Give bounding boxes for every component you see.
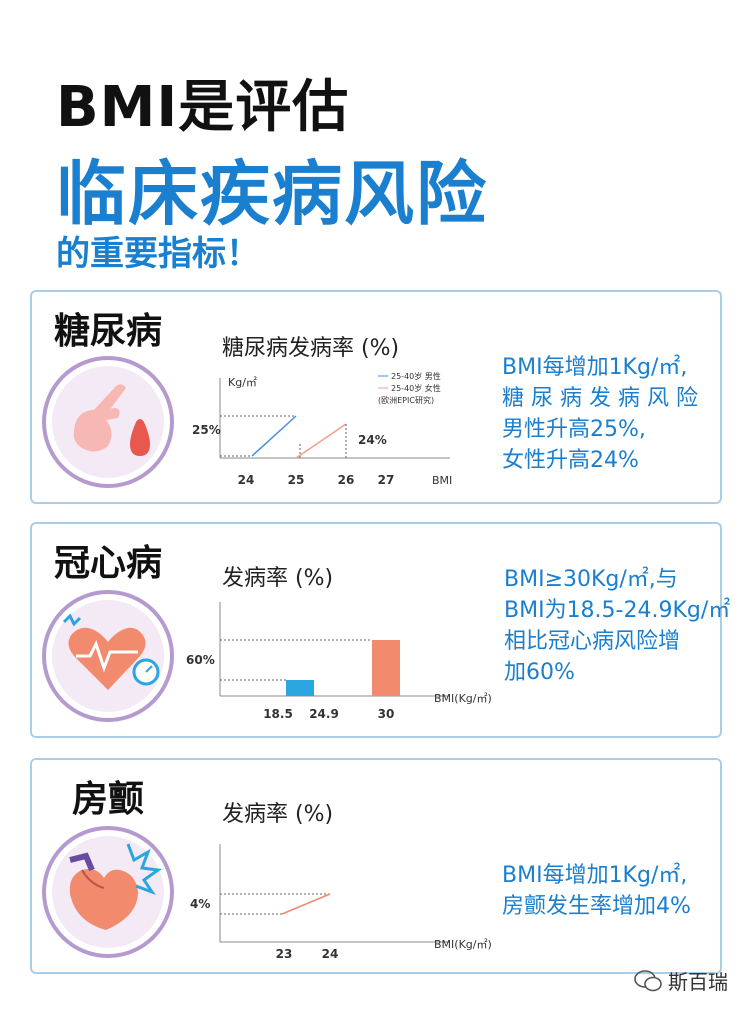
- legend-source: (欧洲EPIC研究): [378, 395, 434, 405]
- series-male-line: [251, 415, 297, 457]
- series-af-line: [281, 893, 331, 915]
- heart-shock-icon: [42, 826, 174, 958]
- wechat-icon: [634, 969, 662, 991]
- diabetes-card: 糖尿病 糖尿病发病率 (%) Kg/㎡ BMI 25% 24% 24 25 26…: [30, 290, 722, 504]
- annotation-60: 60%: [186, 653, 215, 667]
- card-title: 冠心病: [54, 543, 163, 584]
- diabetes-chart: Kg/㎡ BMI 25% 24% 24 25 26 27 25-40岁 男性 2…: [192, 372, 452, 487]
- desc-line: 女性升高24%: [502, 448, 639, 473]
- x-tick-label: 27: [378, 473, 395, 487]
- y-axis-label: Kg/㎡: [228, 376, 257, 389]
- series-female-line: [295, 423, 347, 459]
- legend-female: 25-40岁 女性: [391, 383, 441, 393]
- desc-line: 相比冠心病风险增: [504, 629, 681, 654]
- annotation-4: 4%: [190, 897, 210, 911]
- x-axis-label: BMI(Kg/㎡): [434, 692, 492, 705]
- title-line-2: 临床疾病风险: [56, 153, 488, 235]
- x-tick-label: 26: [338, 473, 355, 487]
- finger-blood-drop-icon: [42, 356, 174, 488]
- x-tick-label: 24.9: [309, 707, 339, 721]
- card-title: 房颤: [72, 779, 145, 820]
- desc-line: BMI每增加1Kg/㎡,: [502, 355, 688, 380]
- title-line-3: 的重要指标！: [56, 234, 260, 274]
- desc-line: BMI为18.5-24.9Kg/㎡: [504, 598, 731, 623]
- x-tick-label: 18.5: [263, 707, 293, 721]
- desc-line: 男性升高25%,: [502, 417, 646, 442]
- watermark-text: 斯百瑞: [668, 970, 728, 994]
- x-axis-label: BMI: [432, 474, 452, 487]
- annotation-24: 24%: [358, 433, 387, 447]
- diabetes-description: BMI每增加1Kg/㎡, 糖 尿 病 发 病 风 险 男性升高25%, 女性升高…: [502, 352, 698, 476]
- x-tick-label: 30: [378, 707, 395, 721]
- chart-title: 发病率 (%): [222, 566, 334, 591]
- coronary-card: 冠心病 发病率 (%) 60% BMI(Kg/㎡) 18.5 24.9 30 B…: [30, 522, 730, 738]
- coronary-chart: 60% BMI(Kg/㎡) 18.5 24.9 30: [186, 602, 492, 721]
- annotation-25: 25%: [192, 423, 221, 437]
- heart-monitor-icon: [42, 590, 174, 722]
- card-title: 糖尿病: [54, 311, 163, 352]
- chart-title: 发病率 (%): [222, 802, 334, 827]
- legend-male: 25-40岁 男性: [391, 372, 441, 381]
- x-axis-label: BMI(Kg/㎡): [434, 938, 492, 951]
- chart-title: 糖尿病发病率 (%): [222, 336, 400, 361]
- af-card: 房颤 发病率 (%) 4% BMI(Kg/㎡) 23 24 BMI每增加1Kg/…: [30, 758, 722, 974]
- watermark: 斯百瑞: [634, 966, 728, 995]
- x-tick-label: 24: [238, 473, 255, 487]
- desc-line: BMI≥30Kg/㎡,与: [504, 567, 678, 592]
- af-description: BMI每增加1Kg/㎡, 房颤发生率增加4%: [502, 860, 691, 922]
- desc-line: 糖 尿 病 发 病 风 险: [502, 386, 698, 411]
- desc-line: 加60%: [504, 660, 575, 685]
- desc-line: BMI每增加1Kg/㎡,: [502, 863, 688, 888]
- x-tick-label: 24: [322, 947, 339, 961]
- desc-line: 房颤发生率增加4%: [502, 894, 691, 919]
- bar-normal: [286, 680, 314, 696]
- coronary-description: BMI≥30Kg/㎡,与 BMI为18.5-24.9Kg/㎡ 相比冠心病风险增 …: [504, 564, 730, 688]
- bar-obese: [372, 640, 400, 696]
- x-tick-label: 25: [288, 473, 305, 487]
- title-line-1: BMI是评估: [56, 75, 350, 140]
- x-tick-label: 23: [276, 947, 293, 961]
- af-chart: 4% BMI(Kg/㎡) 23 24: [190, 844, 492, 961]
